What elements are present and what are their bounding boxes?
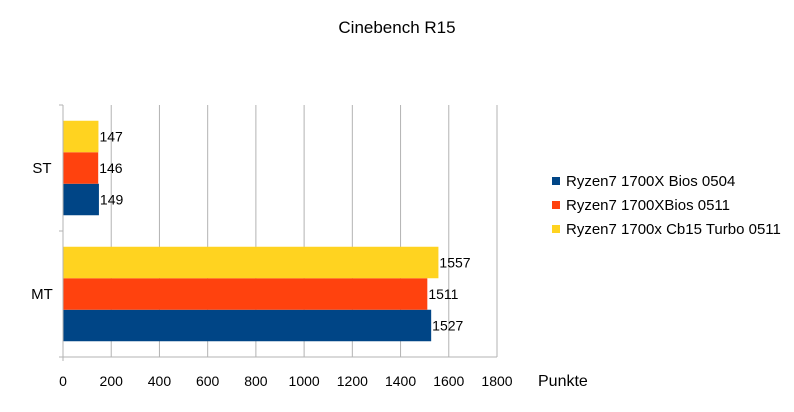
- x-tick-label: 400: [148, 373, 172, 389]
- data-label: 1527: [432, 318, 463, 334]
- bar: [63, 309, 432, 342]
- chart-title: Cinebench R15: [338, 18, 455, 37]
- data-labels: 149 146 147 1527 1511 1557: [99, 129, 471, 334]
- x-tick-label: 200: [100, 373, 124, 389]
- data-label: 149: [100, 192, 124, 208]
- category-label: ST: [32, 160, 51, 177]
- grid-lines: [110, 105, 498, 357]
- data-label: 1557: [439, 255, 470, 271]
- data-label: 1511: [428, 286, 458, 302]
- legend-swatch: [552, 225, 560, 233]
- data-label: 147: [99, 129, 123, 145]
- legend: Ryzen7 1700X Bios 0504 Ryzen7 1700XBios 0…: [552, 173, 781, 238]
- x-axis-label: Punkte: [538, 373, 588, 390]
- legend-swatch: [552, 177, 560, 185]
- legend-label: Ryzen7 1700x Cb15 Turbo 0511: [566, 221, 781, 238]
- bar: [63, 152, 99, 184]
- data-label: 146: [99, 160, 123, 176]
- x-tick-label: 1000: [289, 373, 320, 389]
- category-label: MT: [31, 286, 53, 303]
- x-tick-label: 600: [196, 373, 220, 389]
- axes-group: [59, 104, 497, 361]
- bars-group: [63, 120, 439, 342]
- bar: [63, 183, 99, 216]
- legend-label: Ryzen7 1700X Bios 0504: [566, 173, 735, 190]
- category-labels: ST MT: [31, 160, 53, 303]
- x-tick-label: 0: [59, 373, 67, 389]
- x-tick-label: 800: [244, 373, 268, 389]
- bar: [63, 120, 99, 153]
- legend-swatch: [552, 201, 560, 209]
- x-tick-labels: 0 200 400 600 800 1000 1200 1400 1600 1800: [59, 373, 513, 389]
- x-tick-label: 1600: [433, 373, 464, 389]
- x-tick-label: 1200: [337, 373, 368, 389]
- bar: [63, 246, 439, 279]
- bar: [63, 278, 428, 310]
- x-tick-label: 1800: [481, 373, 512, 389]
- legend-label: Ryzen7 1700XBios 0511: [566, 197, 730, 214]
- x-tick-label: 1400: [385, 373, 416, 389]
